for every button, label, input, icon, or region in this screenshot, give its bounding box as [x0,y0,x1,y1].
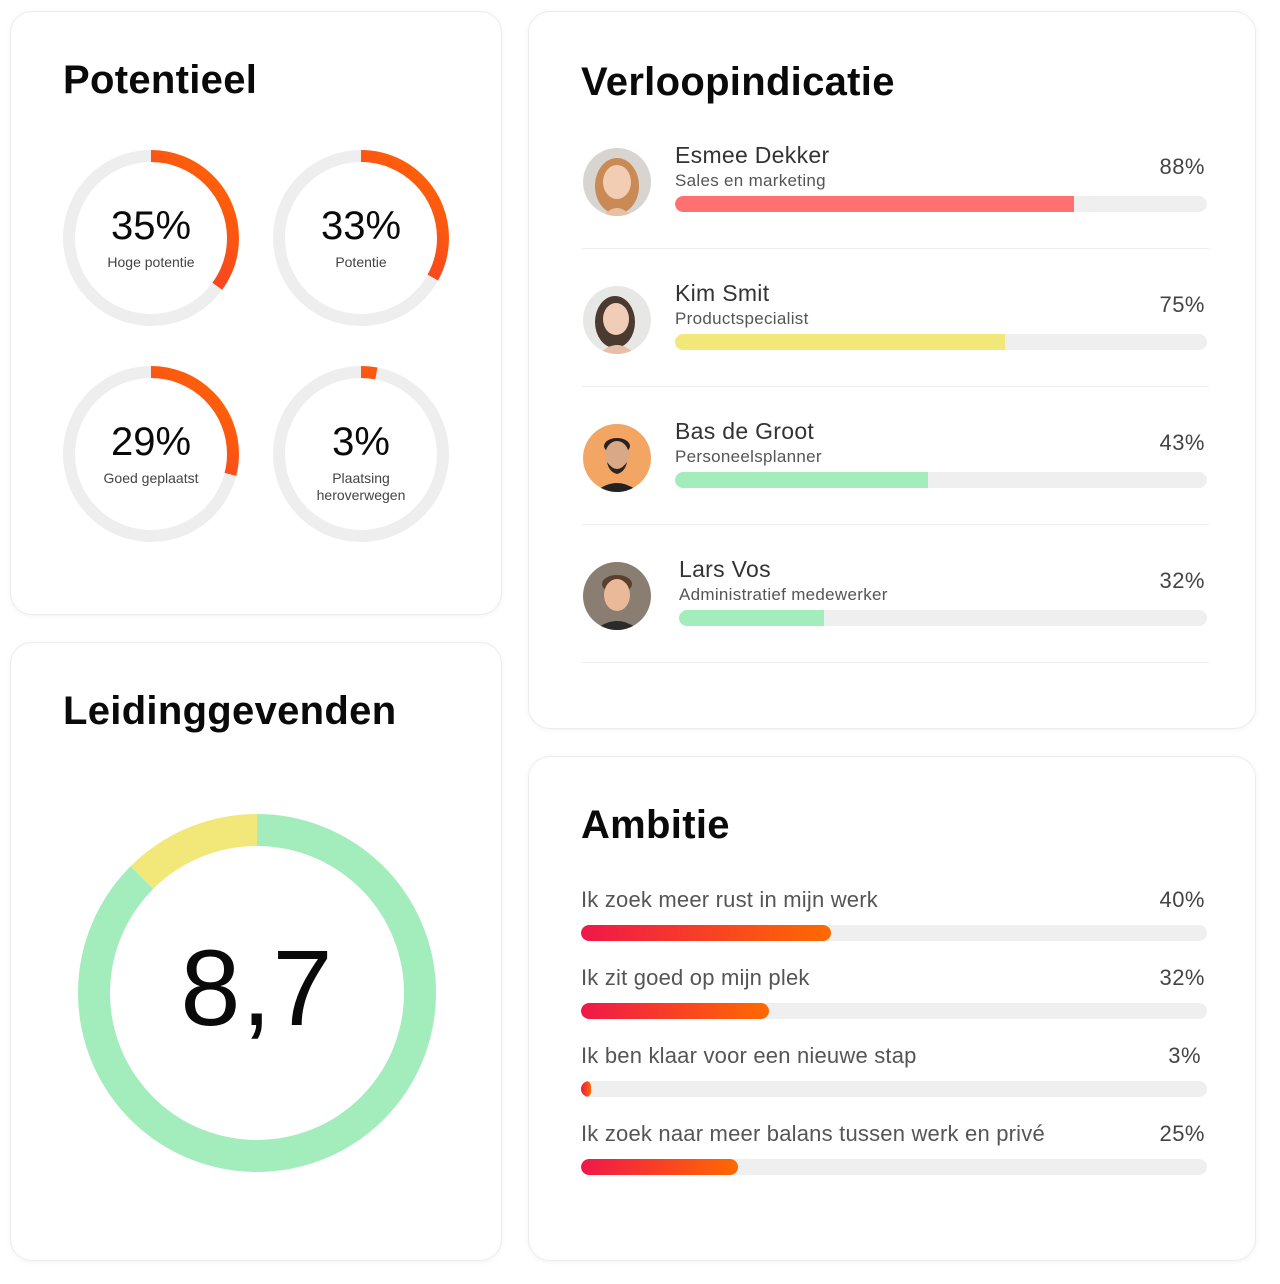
person-percentage: 75% [1159,292,1205,317]
potentieel-title: Potentieel [63,58,258,102]
ring-hoge-potentie-chart [63,150,239,326]
avatar [583,424,651,492]
progress-track [675,196,1207,212]
divider [581,524,1209,525]
ring-value: 35% [110,204,192,248]
avatar [583,148,651,216]
ring-plaatsing-heroverwegen: 3% Plaatsing heroverwegen [269,362,453,546]
ring-label: Hoge potentie [107,254,195,270]
ring-label: Goed geplaatst [103,470,199,486]
person-row[interactable]: Bas de Groot Personeelsplanner 43% [581,418,1209,556]
person-name: Esmee Dekker [675,142,830,168]
ambitie-item: Ik zit goed op mijn plek 32% [581,965,1207,1035]
ring-value: 3% [332,420,390,464]
ring-arc [273,150,449,326]
ambitie-item: Ik ben klaar voor een nieuwe stap 3% [581,1043,1207,1113]
leidinggevenden-title: Leidinggevenden [63,689,397,733]
avatar [583,562,651,630]
ambitie-percentage: 25% [1159,1121,1205,1146]
progress-fill [581,925,832,941]
progress-track [581,925,1207,941]
progress-fill [581,1003,769,1019]
ring-plaatsing-heroverwegen-chart [273,366,449,542]
progress-track [675,334,1207,350]
ring-goed-geplaatst-chart [63,366,239,542]
person-role: Administratief medewerker [679,585,888,604]
person-row[interactable]: Kim Smit Productspecialist 75% [581,280,1209,418]
ring-value: 29% [110,420,192,464]
ring-goed-geplaatst: 29% Goed geplaatst [59,362,243,546]
ambitie-percentage: 40% [1159,887,1205,912]
person-role: Personeelsplanner [675,447,822,466]
progress-fill [675,334,1005,350]
ring-potentie: 33% Potentie [269,146,453,330]
progress-track [581,1003,1207,1019]
person-name: Kim Smit [675,280,770,306]
leidinggevenden-card: Leidinggevenden 8,7 [10,642,502,1261]
person-row[interactable]: Esmee Dekker Sales en marketing 88% [581,142,1209,280]
progress-fill [679,610,825,626]
progress-track [581,1159,1207,1175]
verloopindicatie-card: Verloopindicatie Esmee Dekker Sales en m… [528,11,1256,729]
progress-fill [581,1081,592,1097]
person-role: Productspecialist [675,309,809,328]
progress-track [581,1081,1207,1097]
person-name: Lars Vos [679,556,771,582]
progress-track [679,610,1207,626]
divider [581,248,1209,249]
person-name: Bas de Groot [675,418,815,444]
ambitie-item: Ik zoek meer rust in mijn werk 40% [581,887,1207,957]
verloopindicatie-title: Verloopindicatie [581,60,895,104]
potentieel-card: Potentieel 35% Hoge potentie 33% Potenti… [10,11,502,615]
ring-arc [63,366,239,542]
avatar [583,286,651,354]
person-percentage: 32% [1159,568,1205,593]
ambitie-card: Ambitie Ik zoek meer rust in mijn werk 4… [528,756,1256,1261]
ambitie-percentage: 32% [1159,965,1205,990]
ring-value: 33% [320,204,402,248]
ring-hoge-potentie: 35% Hoge potentie [59,146,243,330]
ambitie-label: Ik zit goed op mijn plek [581,965,810,990]
progress-fill [675,196,1074,212]
leidinggevenden-score: 8,7 [180,927,334,1048]
divider [581,386,1209,387]
score-ring-chart [78,814,436,1172]
progress-fill [675,472,928,488]
progress-fill [581,1159,738,1175]
ambitie-percentage: 3% [1168,1043,1201,1068]
ring-arc [273,366,449,542]
ring-label: Potentie [335,254,387,270]
ring-potentie-chart [273,150,449,326]
person-role: Sales en marketing [675,171,826,190]
ambitie-label: Ik zoek meer rust in mijn werk [581,887,878,912]
ring-label: Plaatsing heroverwegen [316,470,406,503]
divider [581,662,1209,663]
person-row[interactable]: Lars Vos Administratief medewerker 32% [581,556,1209,694]
ambitie-item: Ik zoek naar meer balans tussen werk en … [581,1121,1207,1191]
progress-track [675,472,1207,488]
leidinggevenden-score-ring: 8,7 [77,813,437,1173]
ambitie-label: Ik zoek naar meer balans tussen werk en … [581,1121,1045,1146]
score-segment-1 [78,814,436,1172]
person-percentage: 43% [1159,430,1205,455]
ambitie-title: Ambitie [581,803,730,847]
person-percentage: 88% [1159,154,1205,179]
ambitie-label: Ik ben klaar voor een nieuwe stap [581,1043,917,1068]
ring-arc [63,150,239,326]
